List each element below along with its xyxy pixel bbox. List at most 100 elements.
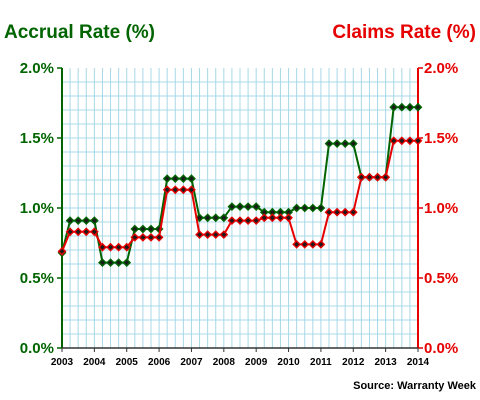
claims-point xyxy=(284,213,293,223)
accrual-point xyxy=(162,174,172,183)
x-tick-label: 2003 xyxy=(51,357,74,368)
x-tick-label: 2008 xyxy=(213,357,236,368)
claims-point xyxy=(259,213,269,223)
left-tick-label: 0.5% xyxy=(20,270,54,287)
accrual-point xyxy=(98,258,107,267)
left-tick-label: 1.0% xyxy=(20,200,54,217)
claims-point xyxy=(276,213,285,223)
claims-point xyxy=(227,216,237,225)
claims-point xyxy=(348,207,358,217)
x-tick-label: 2013 xyxy=(375,357,398,368)
claims-point xyxy=(389,136,399,146)
right-tick-label: 2.0% xyxy=(424,60,458,77)
x-tick-label: 2004 xyxy=(83,357,106,368)
claims-point xyxy=(122,242,132,252)
accrual-point xyxy=(340,139,350,148)
claims-point xyxy=(267,213,277,223)
accrual-point xyxy=(348,139,358,148)
accrual-point xyxy=(122,258,132,267)
claims-rate-title: Claims Rate (%) xyxy=(332,22,476,43)
claims-point xyxy=(235,216,245,225)
accrual-point xyxy=(235,202,245,211)
claims-point xyxy=(397,136,407,146)
accrual-point xyxy=(89,216,99,225)
claims-point xyxy=(203,230,213,239)
claims-point xyxy=(187,185,196,195)
accrual-point xyxy=(397,102,407,112)
claims-point xyxy=(211,230,221,239)
accrual-point xyxy=(170,174,180,183)
claims-point xyxy=(219,230,229,239)
left-tick-label: 1.5% xyxy=(20,130,54,147)
accrual-point xyxy=(405,102,415,112)
x-tick-label: 2005 xyxy=(116,357,139,368)
left-tick-label: 2.0% xyxy=(20,60,54,77)
claims-point xyxy=(373,172,382,182)
claims-point xyxy=(130,233,140,242)
claims-point xyxy=(243,216,253,225)
claims-point xyxy=(178,185,188,195)
claims-point xyxy=(365,172,374,182)
claims-point xyxy=(154,233,164,242)
x-tick-label: 2006 xyxy=(148,357,171,368)
accrual-point xyxy=(332,139,342,148)
right-tick-label: 0.0% xyxy=(424,340,458,357)
accrual-point xyxy=(324,139,334,148)
accrual-point xyxy=(292,203,302,213)
accrual-point xyxy=(203,213,213,223)
accrual-point xyxy=(73,216,83,225)
x-tick-label: 2007 xyxy=(180,357,203,368)
accrual-point xyxy=(178,174,188,183)
claims-point xyxy=(81,227,91,237)
accrual-point xyxy=(389,102,399,112)
claims-point xyxy=(170,185,180,195)
accrual-point xyxy=(146,224,156,234)
x-tick-label: 2009 xyxy=(245,357,268,368)
accrual-point xyxy=(251,202,261,211)
source-note: Source: Warranty Week xyxy=(353,380,477,392)
claims-point xyxy=(405,136,415,146)
claims-point xyxy=(381,172,391,182)
accrual-rate-title: Accrual Rate (%) xyxy=(4,22,155,43)
accrual-point xyxy=(413,102,423,112)
x-tick-label: 2010 xyxy=(277,357,300,368)
accrual-point xyxy=(316,203,326,213)
claims-point xyxy=(57,247,67,256)
left-tick-label: 0.0% xyxy=(20,340,54,357)
claims-point xyxy=(356,172,366,182)
claims-point xyxy=(146,233,156,242)
left-axis-ticks: 0.0% 0.5% 1.0% 1.5% 2.0% xyxy=(20,60,62,357)
right-tick-label: 0.5% xyxy=(424,270,458,287)
right-tick-label: 1.5% xyxy=(424,130,458,147)
claims-point xyxy=(106,242,115,252)
claims-point xyxy=(300,240,310,249)
claims-point xyxy=(162,185,172,195)
series-layer xyxy=(57,102,423,267)
claims-point xyxy=(292,240,302,249)
claims-point xyxy=(195,230,204,239)
accrual-point xyxy=(300,203,310,213)
accrual-point xyxy=(138,224,148,234)
x-tick-label: 2014 xyxy=(407,357,430,368)
claims-point xyxy=(138,233,148,242)
claims-point xyxy=(89,227,99,237)
x-tick-label: 2011 xyxy=(310,357,332,368)
claims-point xyxy=(65,227,75,237)
accrual-point xyxy=(227,202,237,211)
claims-point xyxy=(73,227,83,237)
claims-point xyxy=(308,240,318,249)
accrual-point xyxy=(114,258,124,267)
claims-point xyxy=(316,240,326,249)
x-axis-ticks: 2003 2004 2005 2006 2007 2008 2009 2010 2011 2012… xyxy=(51,348,430,368)
accrual-point xyxy=(219,213,229,223)
claims-point xyxy=(114,242,124,252)
accrual-point xyxy=(106,258,115,267)
claims-point xyxy=(332,207,342,217)
claims-point xyxy=(251,216,261,225)
claims-point xyxy=(340,207,350,217)
accrual-point xyxy=(81,216,91,225)
right-tick-label: 1.0% xyxy=(424,200,458,217)
accrual-point xyxy=(211,213,221,223)
accrual-point xyxy=(65,216,75,225)
